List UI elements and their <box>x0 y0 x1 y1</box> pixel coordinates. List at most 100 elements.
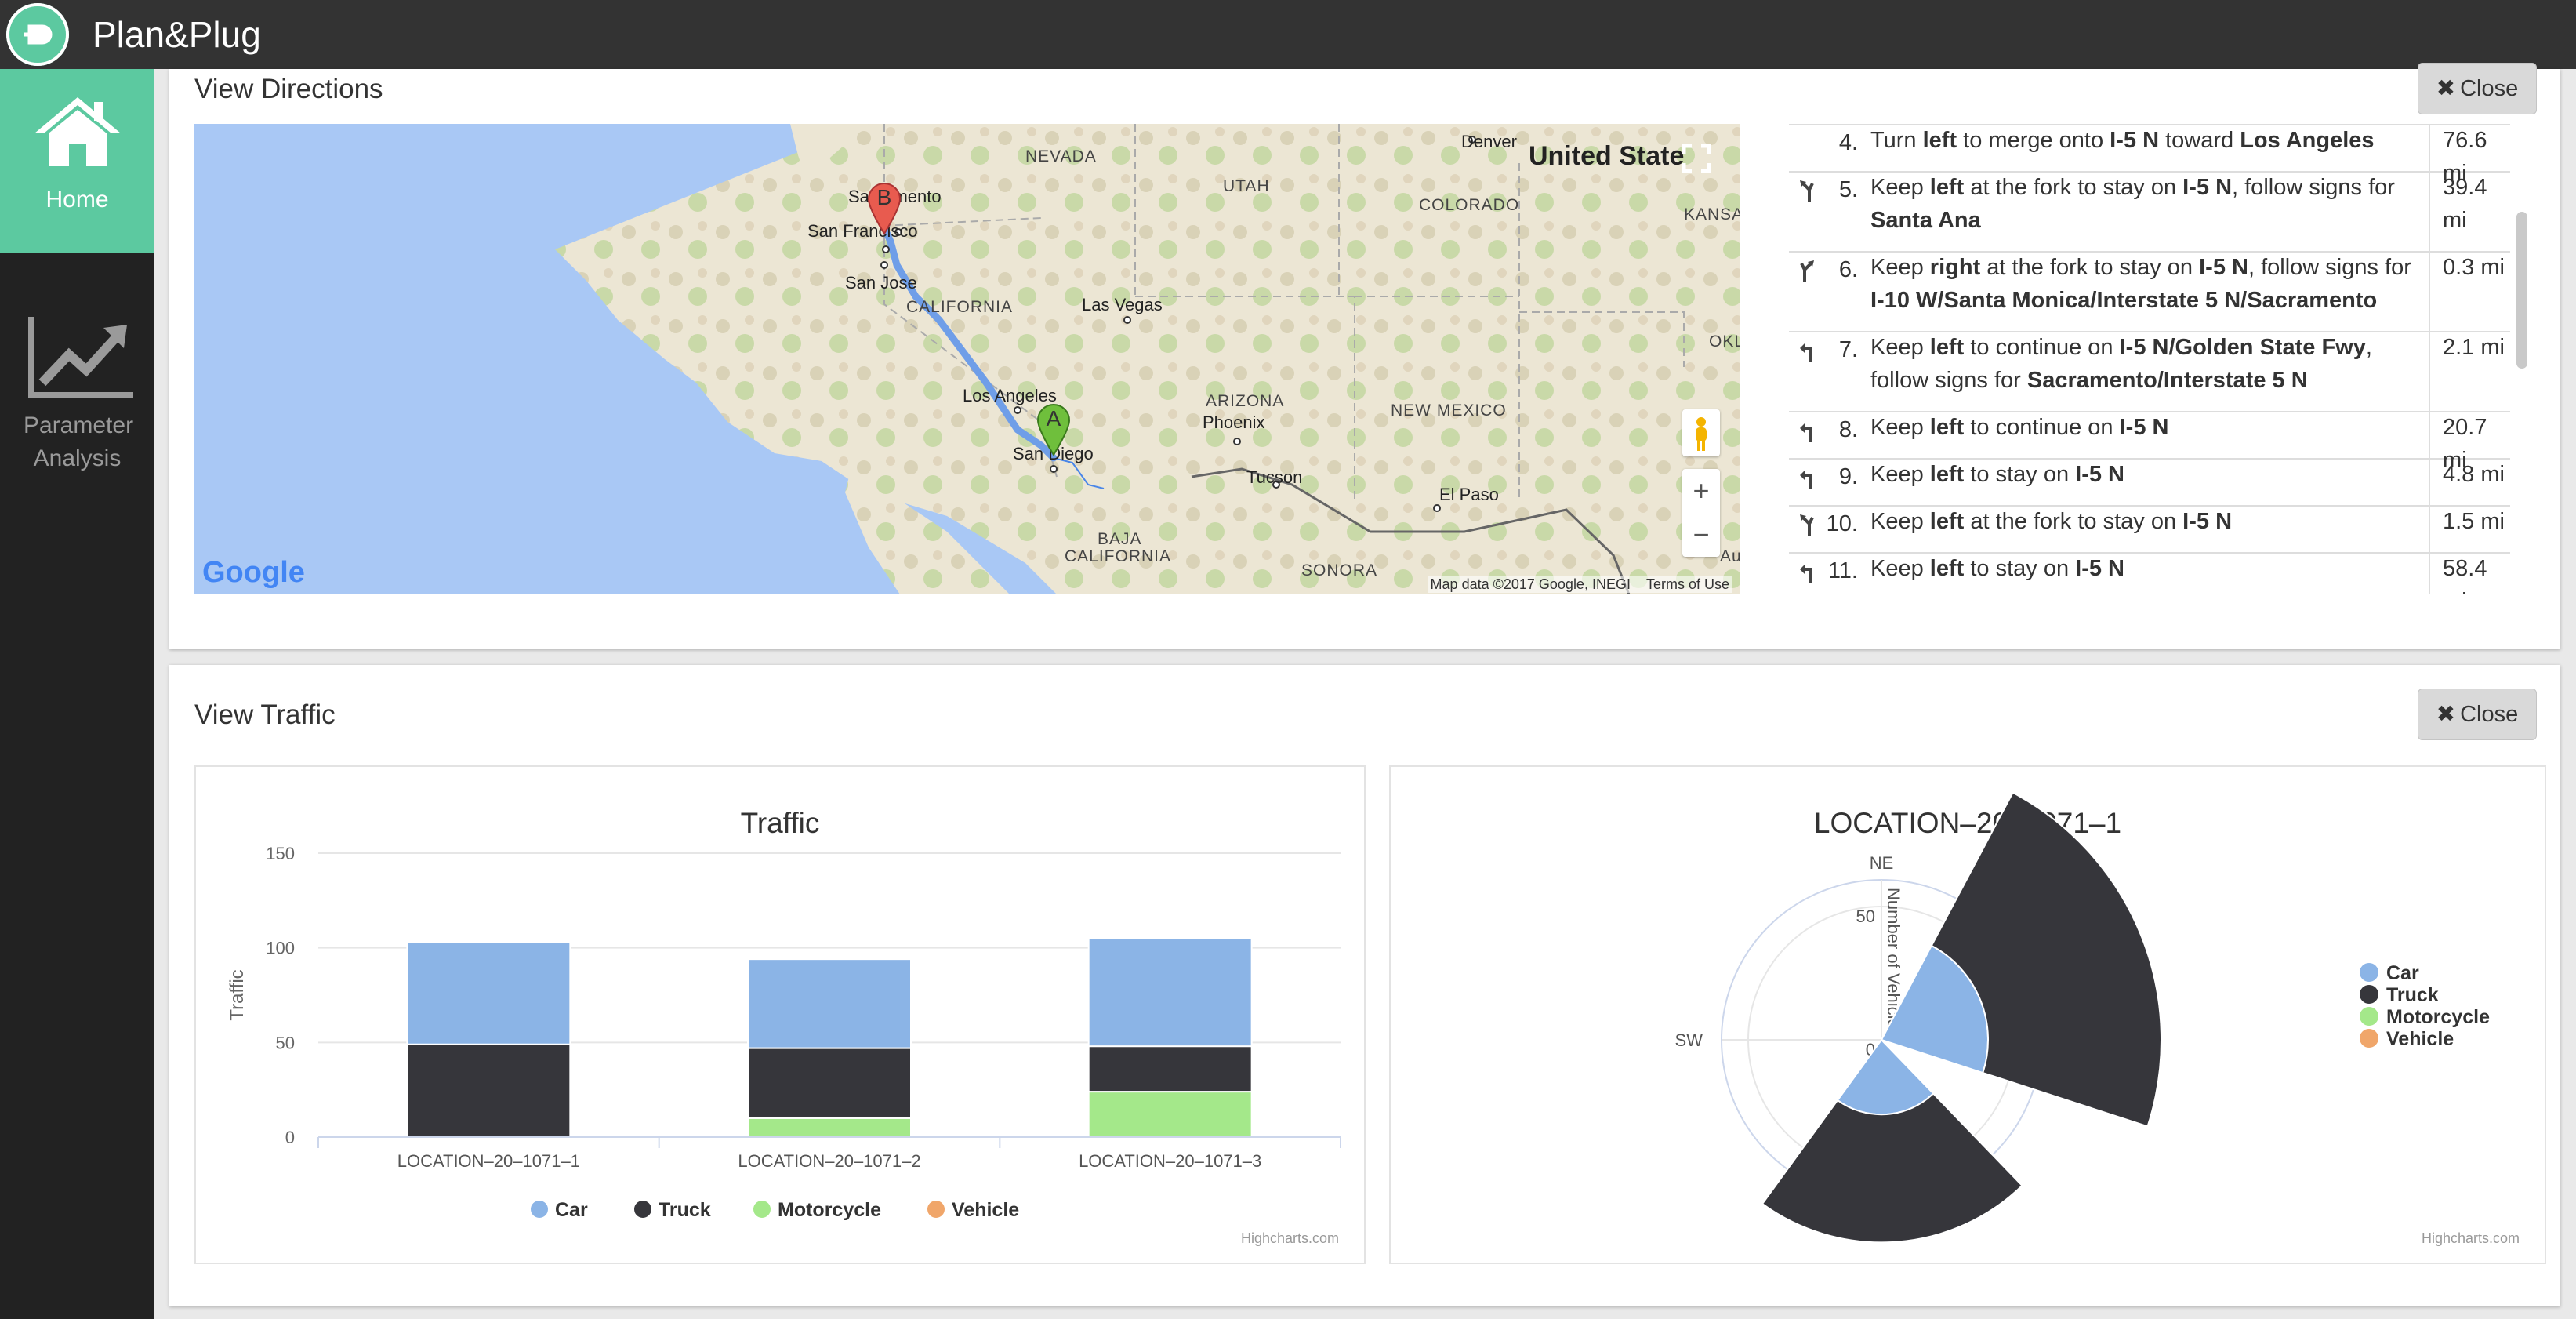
direction-step[interactable]: 9. Keep left to stay on I-5 N 4.8 mi <box>1789 458 2510 507</box>
traffic-bar-chart-svg: Traffic 0 50 100 150 Traffic LOCATION‒20‒1071‒… <box>227 807 1341 1221</box>
location-polar-chart-svg: LOCATION‒20‒1071‒1NENWSESW050Number of V… <box>1675 791 2490 1244</box>
chart-title: Traffic <box>741 807 820 839</box>
legend-marker-car[interactable] <box>531 1201 548 1218</box>
step-distance: 20.7 mi <box>2429 411 2510 473</box>
google-logo-text: Google <box>202 556 305 589</box>
sidebar: Home Parameter Analysis <box>0 69 154 1319</box>
direction-step[interactable]: 10. Keep left at the fork to stay on I-5 … <box>1789 505 2510 554</box>
legend-marker-truck[interactable] <box>2360 985 2378 1004</box>
map-city-label: Los Angeles <box>963 386 1057 405</box>
step-instruction: Keep left to stay on I-5 N <box>1870 556 2124 581</box>
highcharts-credit[interactable]: Highcharts.com <box>1240 1230 1339 1246</box>
traffic-bar-chart: Traffic 0 50 100 150 Traffic LOCATION‒20‒1071‒… <box>194 765 1366 1264</box>
directions-scrollbar[interactable] <box>2516 212 2527 369</box>
map-data-attribution: Map data ©2017 Google, INEGI <box>1430 576 1631 592</box>
direction-step[interactable]: 5. Keep left at the fork to stay on I-5 N… <box>1789 171 2510 253</box>
map-city-label: San Francisco <box>807 221 918 241</box>
map-label: NEW MEXICO <box>1391 402 1507 420</box>
google-logo[interactable]: Google <box>202 556 305 590</box>
fork-right-icon <box>1798 259 1816 284</box>
legend-marker-vehicle[interactable] <box>927 1201 945 1218</box>
marker-b-label: B <box>876 185 892 209</box>
step-number: 9. <box>1838 464 1858 489</box>
pegman-icon[interactable] <box>1682 409 1720 456</box>
sidebar-item-home[interactable]: Home <box>0 69 154 253</box>
direction-label: SW <box>1675 1030 1703 1050</box>
step-instruction: Keep left at the fork to stay on I-5 N, … <box>1870 175 2395 233</box>
direction-label: NE <box>1870 853 1894 873</box>
sidebar-item-label: Home <box>45 187 109 213</box>
close-directions-button[interactable]: ✖ Close <box>2418 63 2537 114</box>
map-label: CALIFORNIA <box>906 298 1014 316</box>
plug-logo-icon[interactable] <box>6 3 69 66</box>
fullscreen-icon[interactable] <box>1681 143 1712 174</box>
y-tick-label: 100 <box>266 939 295 958</box>
direction-step[interactable]: 3.Keep left to stay on 1st Ave0.3 mi <box>1789 124 2510 125</box>
close-label: Close <box>2460 76 2519 101</box>
zoom-out-button[interactable]: − <box>1693 518 1710 550</box>
close-traffic-button[interactable]: ✖ Close <box>2418 689 2537 740</box>
legend-marker-motorcycle[interactable] <box>2360 1007 2378 1026</box>
step-distance: 39.4 mi <box>2429 171 2510 251</box>
bar-car[interactable] <box>747 958 912 1049</box>
step-number: 10. <box>1826 511 1858 536</box>
location-polar-chart: LOCATION‒20‒1071‒1NENWSESW050Number of V… <box>1389 765 2546 1264</box>
close-icon: ✖ <box>2436 76 2456 101</box>
step-distance: 4.8 mi <box>2429 458 2505 505</box>
step-number: 5. <box>1838 177 1858 202</box>
direction-step[interactable]: 7. Keep left to continue on I-5 N/Golden … <box>1789 331 2510 412</box>
bar-motorcycle[interactable] <box>747 1117 912 1139</box>
direction-step[interactable]: 11. Keep left to stay on I-5 N 58.4 mi <box>1789 552 2510 594</box>
map-attribution: Map data ©2017 Google, INEGI Terms of Use <box>1427 576 1732 593</box>
directions-panel-title: View Directions <box>194 74 383 104</box>
bar-truck[interactable] <box>1087 1045 1253 1093</box>
bar-car[interactable] <box>406 941 571 1045</box>
highcharts-credit[interactable]: Highcharts.com <box>2421 1230 2520 1246</box>
map-city-label: El Paso <box>1439 485 1499 504</box>
legend-item-motorcycle: Motorcycle <box>778 1199 881 1221</box>
directions-list[interactable]: 3.Keep left to stay on 1st Ave0.3 mi 4. Tu… <box>1789 124 2515 594</box>
map-zoom-control: + − <box>1682 469 1720 557</box>
bar-truck[interactable] <box>406 1043 571 1139</box>
map-terrain <box>555 124 1740 594</box>
route-map[interactable]: NEVADA UTAH COLORADO KANSA CALIFORNIA AR… <box>194 124 1740 594</box>
map-label: CALIFORNIA <box>1065 547 1172 565</box>
direction-step[interactable]: 4. Turn left to merge onto I-5 N toward L… <box>1789 124 2510 186</box>
legend-marker-car[interactable] <box>2360 963 2378 982</box>
sidebar-item-parameter-analysis[interactable]: Parameter Analysis <box>0 69 154 508</box>
y-tick-label: 150 <box>266 844 295 863</box>
zoom-in-button[interactable]: + <box>1693 474 1710 507</box>
app-title: Plan&Plug <box>93 14 261 55</box>
x-tick-label: LOCATION‒20‒1071‒3 <box>1079 1151 1261 1171</box>
legend-marker-truck[interactable] <box>634 1201 651 1218</box>
home-icon <box>31 93 124 175</box>
keep-left-icon <box>1798 560 1816 585</box>
map-label: ARIZONA <box>1206 392 1285 410</box>
direction-step[interactable]: 8. Keep left to continue on I-5 N 20.7 mi <box>1789 411 2510 473</box>
marker-b-icon[interactable]: B <box>865 182 903 239</box>
direction-step[interactable]: 6. Keep right at the fork to stay on I-5 … <box>1789 251 2510 332</box>
polar-bar-truck[interactable] <box>1930 791 2162 1128</box>
x-tick-label: LOCATION‒20‒1071‒2 <box>738 1151 920 1171</box>
legend-marker-vehicle[interactable] <box>2360 1029 2378 1048</box>
map-country-label: United State <box>1529 141 1685 171</box>
step-distance: 76.6 mi <box>2429 124 2510 186</box>
polar-bar-truck[interactable] <box>1761 1092 2023 1244</box>
step-instruction: Keep left to continue on I-5 N <box>1870 415 2169 440</box>
map-label: Au <box>1720 547 1740 565</box>
step-instruction: Keep left at the fork to stay on I-5 N <box>1870 509 2233 534</box>
bar-truck[interactable] <box>747 1047 912 1119</box>
terms-of-use-link[interactable]: Terms of Use <box>1645 576 1729 592</box>
bar-car[interactable] <box>1087 937 1253 1048</box>
legend-item-truck: Truck <box>2386 984 2439 1006</box>
legend-marker-motorcycle[interactable] <box>753 1201 771 1218</box>
y-tick-label: 0 <box>285 1128 295 1147</box>
step-instruction: Keep left to stay on I-5 N <box>1870 462 2124 487</box>
legend-item-truck: Truck <box>659 1199 711 1221</box>
legend-item-vehicle: Vehicle <box>952 1199 1019 1221</box>
bar-motorcycle[interactable] <box>1087 1091 1253 1138</box>
map-label: UTAH <box>1223 177 1270 195</box>
map-label: SONORA <box>1301 561 1378 580</box>
legend-item-motorcycle: Motorcycle <box>2386 1006 2490 1028</box>
marker-a-icon[interactable]: A <box>1035 403 1072 460</box>
